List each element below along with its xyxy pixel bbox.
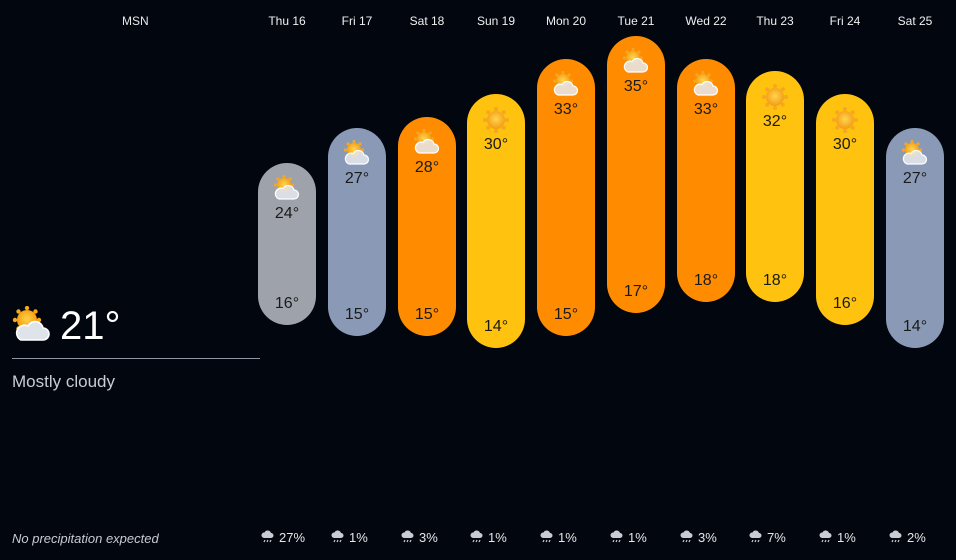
low-temperature: 14° <box>483 317 509 335</box>
partly-cloudy-icon <box>343 140 370 165</box>
low-temperature: 16° <box>832 294 858 312</box>
precipitation-chance: 2% <box>889 530 926 548</box>
day-forecast-bar[interactable]: 24° 16° <box>258 162 316 325</box>
low-temperature: 14° <box>902 317 928 335</box>
rain-cloud-icon <box>610 530 623 543</box>
rain-cloud-icon <box>331 530 344 543</box>
sun-icon <box>832 106 858 133</box>
brand-label: MSN <box>122 14 149 28</box>
day-label: Sun 19 <box>476 14 516 28</box>
partly-cloudy-icon <box>901 140 928 165</box>
precip-value: 7% <box>767 530 786 545</box>
low-temperature: 15° <box>344 306 370 323</box>
precipitation-chance: 1% <box>610 530 647 548</box>
high-temperature: 28° <box>414 158 440 176</box>
precipitation-chance: 1% <box>470 530 507 548</box>
partly-cloudy-icon <box>692 71 719 96</box>
precip-value: 3% <box>419 530 438 545</box>
day-forecast-bar[interactable]: 27° 14° <box>886 128 944 348</box>
precip-value: 3% <box>698 530 717 545</box>
high-temperature: 30° <box>832 135 858 153</box>
sun-icon <box>762 83 788 110</box>
precip-value: 1% <box>628 530 647 545</box>
partly-cloudy-icon <box>622 48 649 73</box>
precip-value: 27% <box>279 530 306 545</box>
sun-icon <box>483 106 509 133</box>
partly-cloudy-icon <box>552 71 579 96</box>
rain-cloud-icon <box>749 530 762 543</box>
high-temperature: 27° <box>902 170 928 187</box>
day-label: Tue 21 <box>617 14 655 28</box>
rain-cloud-icon <box>819 530 832 543</box>
low-temperature: 15° <box>414 306 440 323</box>
day-forecast-bar[interactable]: 28° 15° <box>398 116 456 336</box>
partly-cloudy-icon <box>413 128 440 154</box>
rain-cloud-icon <box>680 530 693 543</box>
low-temperature: 16° <box>274 294 300 312</box>
high-temperature: 30° <box>483 135 509 153</box>
day-label: Fri 24 <box>829 14 861 28</box>
low-temperature: 17° <box>623 283 649 300</box>
rain-cloud-icon <box>889 530 902 543</box>
precipitation-chance: 3% <box>401 530 438 548</box>
day-label: Sat 25 <box>897 14 933 28</box>
precipitation-chance: 3% <box>680 530 717 548</box>
rain-cloud-icon <box>401 530 414 543</box>
day-forecast-bar[interactable]: 32° 18° <box>746 70 804 302</box>
current-temperature: 21° <box>60 304 121 348</box>
precip-value: 1% <box>837 530 856 545</box>
low-temperature: 15° <box>553 306 579 323</box>
precipitation-chance: 1% <box>540 530 577 548</box>
precip-value: 1% <box>558 530 577 545</box>
day-forecast-bar[interactable]: 35° 17° <box>607 36 665 313</box>
high-temperature: 33° <box>693 101 719 118</box>
precip-value: 2% <box>907 530 926 545</box>
high-temperature: 32° <box>762 112 788 130</box>
precipitation-chance: 1% <box>331 530 368 548</box>
day-forecast-bar[interactable]: 27° 15° <box>328 128 386 336</box>
day-label: Sat 18 <box>409 14 445 28</box>
high-temperature: 24° <box>274 204 300 222</box>
partly-cloudy-icon <box>12 306 50 341</box>
day-forecast-bar[interactable]: 33° 15° <box>537 59 595 336</box>
partly-cloudy-icon <box>273 174 300 200</box>
precipitation-chance: 7% <box>749 530 786 548</box>
rain-cloud-icon <box>540 530 553 543</box>
day-forecast-bar[interactable]: 30° 14° <box>467 93 525 348</box>
day-label: Wed 22 <box>685 14 727 28</box>
day-label: Fri 17 <box>341 14 373 28</box>
day-forecast-bar[interactable]: 33° 18° <box>677 59 735 302</box>
low-temperature: 18° <box>693 271 719 289</box>
day-label: Thu 23 <box>756 14 794 28</box>
current-condition: Mostly cloudy <box>12 372 115 391</box>
divider <box>12 358 260 359</box>
precip-value: 1% <box>488 530 507 545</box>
day-label: Thu 16 <box>268 14 306 28</box>
day-forecast-bar[interactable]: 30° 16° <box>816 93 874 325</box>
high-temperature: 33° <box>553 101 579 118</box>
precip-value: 1% <box>349 530 368 545</box>
precipitation-chance: 1% <box>819 530 856 548</box>
high-temperature: 35° <box>623 78 649 95</box>
precipitation-chance: 27% <box>261 530 305 548</box>
rain-cloud-icon <box>261 530 274 543</box>
rain-cloud-icon <box>470 530 483 543</box>
high-temperature: 27° <box>344 170 370 187</box>
day-label: Mon 20 <box>545 14 587 28</box>
low-temperature: 18° <box>762 271 788 289</box>
precipitation-summary: No precipitation expected <box>12 531 159 546</box>
